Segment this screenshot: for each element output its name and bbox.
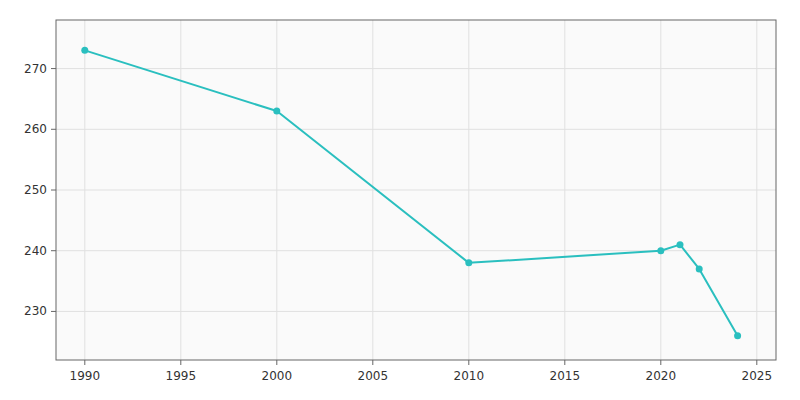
y-tick-label: 260: [24, 122, 47, 136]
x-tick-label: 2025: [742, 369, 773, 383]
data-point: [81, 47, 88, 54]
x-tick-label: 2000: [262, 369, 293, 383]
x-tick-label: 2020: [646, 369, 677, 383]
data-point: [696, 265, 703, 272]
y-grid-line: [56, 190, 776, 191]
x-tick: [372, 360, 373, 365]
y-tick: [51, 311, 56, 312]
x-tick-label: 2015: [550, 369, 581, 383]
data-point: [734, 332, 741, 339]
x-tick-label: 2005: [358, 369, 389, 383]
y-tick-label: 240: [24, 244, 47, 258]
grid: [56, 20, 776, 360]
data-point: [657, 247, 664, 254]
x-tick-label: 1990: [70, 369, 101, 383]
y-grid-line: [56, 311, 776, 312]
plot-frame: [56, 20, 776, 360]
y-tick-label: 270: [24, 62, 47, 76]
page: {"chart_data": {"type": "line", "x": [19…: [0, 0, 800, 400]
y-tick-label: 250: [24, 183, 47, 197]
data-layer: [81, 47, 741, 339]
chart-svg: 1990 1995 2000 2005 2010 2015 2020 2025 230 240 25…: [0, 0, 800, 400]
x-tick: [564, 360, 565, 365]
y-tick: [51, 250, 56, 251]
y-tick-label: 230: [24, 304, 47, 318]
x-tick: [276, 360, 277, 365]
x-tick: [468, 360, 469, 365]
y-grid-line: [56, 129, 776, 130]
y-grid-line: [56, 68, 776, 69]
data-line: [85, 50, 738, 335]
data-point: [465, 259, 472, 266]
data-point: [677, 241, 684, 248]
x-tick: [756, 360, 757, 365]
y-tick: [51, 190, 56, 191]
data-point: [273, 108, 280, 115]
plot-background: [56, 20, 776, 360]
y-tick: [51, 68, 56, 69]
x-tick-label: 2010: [454, 369, 485, 383]
x-tick: [180, 360, 181, 365]
x-tick: [84, 360, 85, 365]
x-tick-label: 1995: [166, 369, 197, 383]
x-tick: [660, 360, 661, 365]
y-grid-line: [56, 250, 776, 251]
axes: 1990 1995 2000 2005 2010 2015 2020 2025 230 240 25…: [24, 62, 772, 383]
chart-container: 1990 1995 2000 2005 2010 2015 2020 2025 230 240 25…: [0, 0, 800, 400]
y-tick: [51, 129, 56, 130]
